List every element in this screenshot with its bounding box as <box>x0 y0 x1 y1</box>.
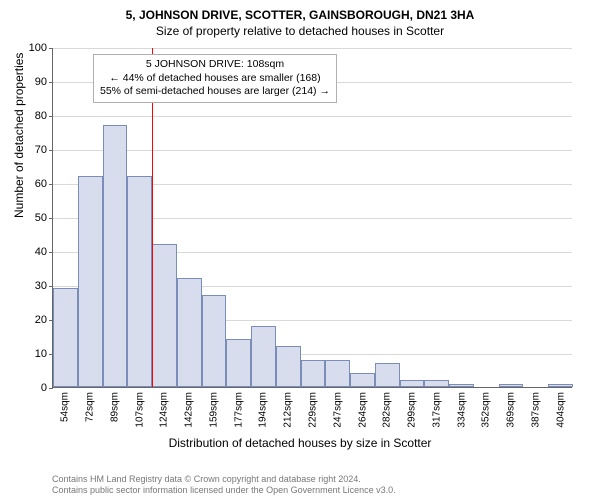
histogram-bar <box>400 380 425 387</box>
histogram-bar <box>177 278 202 387</box>
y-tick <box>49 286 53 287</box>
callout-line: 5 JOHNSON DRIVE: 108sqm <box>100 58 330 72</box>
x-tick-label: 404sqm <box>555 392 566 428</box>
x-tick-label: 72sqm <box>85 392 96 422</box>
histogram-bar <box>499 384 524 387</box>
x-tick-label: 247sqm <box>332 392 343 428</box>
gridline <box>53 48 572 49</box>
x-tick-label: 264sqm <box>357 392 368 428</box>
x-tick-label: 352sqm <box>481 392 492 428</box>
histogram-bar <box>226 339 251 387</box>
plot-area: 010203040506070809010054sqm72sqm89sqm107… <box>52 48 572 388</box>
footer-line-1: Contains HM Land Registry data © Crown c… <box>52 474 396 485</box>
callout-line: ← 44% of detached houses are smaller (16… <box>100 72 330 86</box>
x-tick-label: 212sqm <box>283 392 294 428</box>
histogram-bar <box>127 176 152 387</box>
histogram-bar <box>424 380 449 387</box>
histogram-bar <box>202 295 227 387</box>
y-tick-label: 40 <box>7 246 47 258</box>
callout-box: 5 JOHNSON DRIVE: 108sqm← 44% of detached… <box>93 54 337 103</box>
callout-line: 55% of semi-detached houses are larger (… <box>100 85 330 99</box>
x-tick-label: 107sqm <box>134 392 145 428</box>
y-tick-label: 30 <box>7 280 47 292</box>
histogram-bar <box>548 384 573 387</box>
x-tick-label: 177sqm <box>233 392 244 428</box>
histogram-bar <box>325 360 350 387</box>
x-tick-label: 369sqm <box>506 392 517 428</box>
y-tick <box>49 218 53 219</box>
y-tick <box>49 388 53 389</box>
histogram-bar <box>449 384 474 387</box>
y-tick <box>49 82 53 83</box>
y-tick <box>49 116 53 117</box>
x-tick-label: 387sqm <box>530 392 541 428</box>
histogram-bar <box>375 363 400 387</box>
y-tick-label: 10 <box>7 348 47 360</box>
attribution-footer: Contains HM Land Registry data © Crown c… <box>52 474 396 497</box>
histogram-bar <box>251 326 276 387</box>
gridline <box>53 150 572 151</box>
histogram-bar <box>152 244 177 387</box>
x-tick-label: 159sqm <box>208 392 219 428</box>
histogram-bar <box>301 360 326 387</box>
page-title-sub: Size of property relative to detached ho… <box>0 22 600 38</box>
x-tick-label: 229sqm <box>308 392 319 428</box>
y-tick <box>49 184 53 185</box>
footer-line-2: Contains public sector information licen… <box>52 485 396 496</box>
x-tick-label: 124sqm <box>159 392 170 428</box>
x-tick-label: 334sqm <box>456 392 467 428</box>
histogram-bar <box>78 176 103 387</box>
histogram-bar <box>103 125 128 387</box>
y-tick-label: 80 <box>7 110 47 122</box>
x-axis-label: Distribution of detached houses by size … <box>0 436 600 450</box>
x-tick-label: 89sqm <box>109 392 120 422</box>
histogram-bar <box>350 373 375 387</box>
histogram-bar <box>276 346 301 387</box>
y-tick-label: 70 <box>7 144 47 156</box>
y-tick-label: 50 <box>7 212 47 224</box>
x-tick-label: 142sqm <box>184 392 195 428</box>
y-tick <box>49 48 53 49</box>
y-tick-label: 60 <box>7 178 47 190</box>
y-tick-label: 0 <box>7 382 47 394</box>
x-tick-label: 299sqm <box>407 392 418 428</box>
x-tick-label: 282sqm <box>382 392 393 428</box>
y-tick-label: 100 <box>7 42 47 54</box>
y-tick <box>49 252 53 253</box>
x-tick-label: 194sqm <box>258 392 269 428</box>
y-tick <box>49 150 53 151</box>
y-tick-label: 90 <box>7 76 47 88</box>
y-tick-label: 20 <box>7 314 47 326</box>
page-title-address: 5, JOHNSON DRIVE, SCOTTER, GAINSBOROUGH,… <box>0 0 600 22</box>
x-tick-label: 54sqm <box>60 392 71 422</box>
histogram-bar <box>53 288 78 387</box>
histogram-chart: 010203040506070809010054sqm72sqm89sqm107… <box>52 48 572 428</box>
gridline <box>53 116 572 117</box>
x-tick-label: 317sqm <box>431 392 442 428</box>
